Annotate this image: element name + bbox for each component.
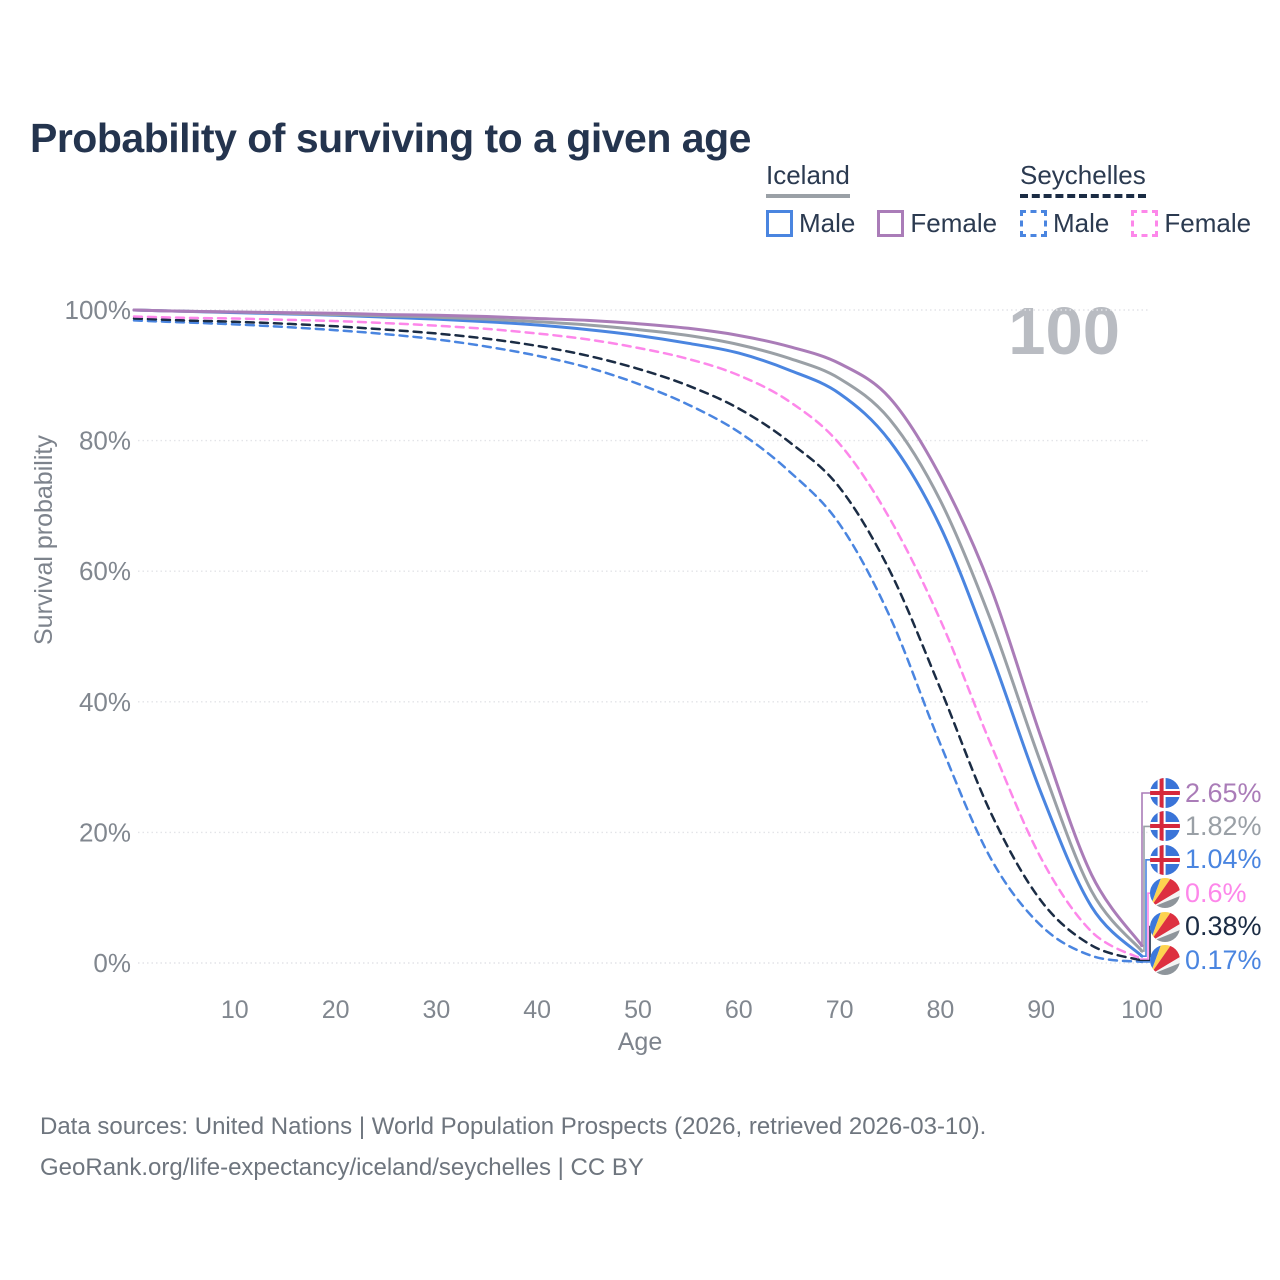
x-axis-title: Age (617, 1028, 663, 1056)
footer: Data sources: United Nations | World Pop… (40, 1106, 986, 1188)
x-tick-label: 40 (523, 996, 551, 1024)
iceland-male-swatch-icon (766, 210, 793, 237)
legend-item-label: Male (1053, 208, 1110, 238)
x-tick-label: 30 (422, 996, 450, 1024)
seychelles-female-swatch-icon (1131, 210, 1159, 237)
y-tick-label: 40% (79, 687, 131, 717)
x-tick-label: 50 (624, 996, 652, 1024)
legend-item-iceland-female[interactable]: Female (877, 208, 997, 239)
curve-iceland-both[interactable] (132, 308, 1144, 953)
legend-group-iceland: Iceland Male Female (766, 160, 997, 239)
y-tick-label: 80% (79, 426, 131, 456)
legend-item-iceland-male[interactable]: Male (766, 208, 855, 239)
legend-item-seychelles-male[interactable]: Male (1020, 208, 1109, 239)
x-tick-label: 100 (1121, 996, 1163, 1024)
legend-item-label: Male (799, 208, 856, 238)
iceland-female-swatch-icon (877, 210, 905, 237)
curve-seychelles-female[interactable] (132, 315, 1144, 961)
x-tick-label: 90 (1027, 996, 1055, 1024)
label-connector-iceland-female (1140, 792, 1154, 947)
attribution-line: GeoRank.org/life-expectancy/iceland/seyc… (40, 1154, 644, 1181)
seychelles-male-swatch-icon (1020, 210, 1047, 237)
y-tick-label: 20% (79, 817, 131, 847)
y-tick-label: 60% (79, 556, 131, 586)
legend-group-seychelles: Seychelles Male Female (1020, 160, 1251, 239)
legend-item-label: Female (1164, 208, 1252, 238)
age-indicator: 100 (1008, 294, 1120, 369)
y-tick-label: 0% (93, 948, 131, 978)
x-tick-label: 70 (826, 996, 854, 1024)
legend-item-label: Female (910, 208, 998, 238)
y-axis-title: Survival probability (30, 435, 58, 645)
legend-country-iceland: Iceland (766, 160, 850, 198)
label-connector-iceland-both (1140, 825, 1154, 952)
y-tick-label: 100% (65, 295, 132, 325)
x-tick-label: 60 (725, 996, 753, 1024)
x-tick-label: 10 (221, 996, 249, 1024)
legend-item-seychelles-female[interactable]: Female (1131, 208, 1251, 239)
curve-iceland-female[interactable] (132, 308, 1144, 948)
page-title: Probability of surviving to a given age (30, 115, 751, 162)
curve-seychelles-male[interactable] (132, 319, 1144, 964)
data-sources-line: Data sources: United Nations | World Pop… (40, 1113, 987, 1140)
curve-seychelles-both[interactable] (132, 317, 1144, 962)
x-tick-label: 80 (926, 996, 954, 1024)
x-tick-label: 20 (322, 996, 350, 1024)
legend-country-seychelles: Seychelles (1020, 160, 1146, 198)
